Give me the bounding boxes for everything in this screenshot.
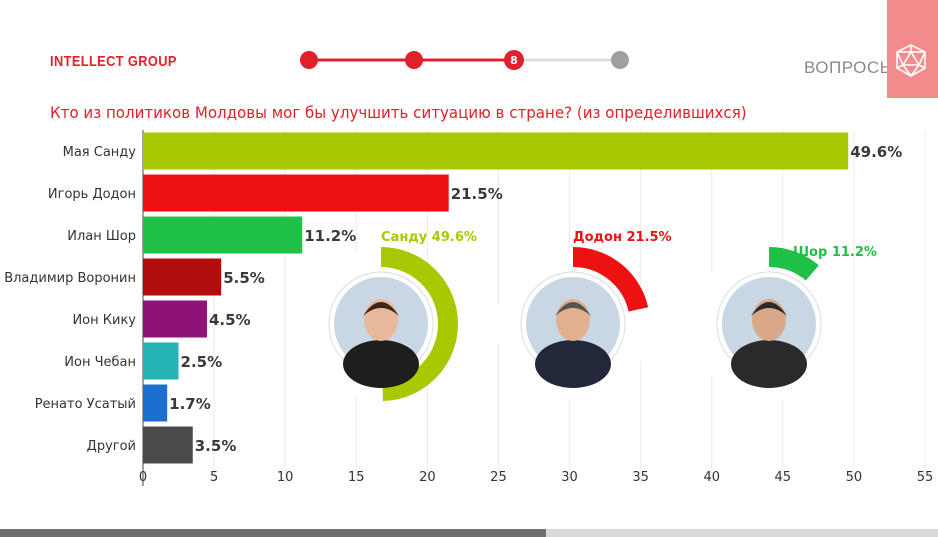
portrait-label: Санду 49.6%	[381, 230, 477, 245]
value-label: 21.5%	[451, 185, 503, 203]
portrait-widget: Шор 11.2%	[692, 245, 877, 401]
step-dot-1[interactable]	[300, 51, 318, 69]
bar	[143, 174, 449, 212]
category-label: Илан Шор	[67, 229, 136, 244]
portrait-body	[535, 340, 611, 388]
category-label: Владимир Воронин	[4, 271, 136, 286]
icosahedron-icon	[896, 44, 926, 77]
value-label: 1.7%	[169, 395, 211, 413]
bar	[143, 300, 207, 338]
category-label: Ион Кику	[72, 313, 136, 328]
category-label: Другой	[87, 439, 136, 454]
bar	[143, 384, 168, 422]
step-dot-2[interactable]	[405, 51, 423, 69]
value-label: 11.2%	[304, 227, 356, 245]
portrait-progress-arc	[572, 247, 649, 312]
portrait-progress-arc	[768, 247, 819, 281]
category-label: Ион Чебан	[64, 355, 136, 370]
value-label: 49.6%	[850, 143, 902, 161]
bar	[143, 216, 303, 254]
scroll-progress[interactable]	[0, 529, 546, 537]
step-dot-next[interactable]	[611, 51, 629, 69]
x-tick-label: 25	[490, 470, 507, 485]
category-label: Игорь Додон	[48, 187, 136, 202]
value-label: 3.5%	[195, 437, 237, 455]
portrait-label: Шор 11.2%	[793, 245, 877, 260]
x-tick-label: 15	[348, 470, 365, 485]
portrait-hair	[555, 302, 591, 316]
bar	[143, 132, 849, 170]
bar	[143, 342, 179, 380]
bar-chart: Мая Санду Игорь Додон Илан Шор Владимир Вор…	[4, 130, 934, 486]
value-label: 5.5%	[223, 269, 265, 287]
category-label: Мая Санду	[63, 145, 137, 160]
bar	[143, 426, 193, 464]
questions-button[interactable]	[887, 0, 938, 98]
portrait-body	[731, 340, 807, 388]
brand-logo: INTELLECT GROUP	[50, 53, 177, 70]
x-tick-label: 30	[561, 470, 578, 485]
portrait-body	[343, 340, 419, 388]
portrait-hair	[363, 302, 399, 316]
progress-steps: 8	[300, 50, 629, 70]
portrait-widget: Санду 49.6%	[304, 230, 477, 401]
x-tick-label: 0	[139, 470, 147, 485]
questions-link[interactable]: ВОПРОСЫ	[804, 58, 896, 77]
category-label: Ренато Усатый	[35, 397, 136, 412]
x-tick-label: 20	[419, 470, 436, 485]
step-dot-current[interactable]	[504, 50, 524, 70]
x-tick-label: 35	[632, 470, 649, 485]
portrait-widget: Додон 21.5%	[496, 230, 672, 401]
x-tick-label: 5	[210, 470, 218, 485]
x-tick-label: 55	[917, 470, 934, 485]
chart-title: Кто из политиков Молдовы мог бы улучшить…	[50, 103, 747, 122]
portrait-label: Додон 21.5%	[573, 230, 672, 245]
portrait-progress-arc	[380, 247, 458, 401]
value-label: 4.5%	[209, 311, 251, 329]
x-tick-label: 45	[775, 470, 792, 485]
x-tick-label: 50	[846, 470, 863, 485]
step-current-number: 8	[510, 54, 518, 67]
x-tick-label: 40	[703, 470, 720, 485]
x-tick-label: 10	[277, 470, 294, 485]
value-label: 2.5%	[181, 353, 223, 371]
portrait-hair	[751, 302, 787, 316]
bar	[143, 258, 222, 296]
